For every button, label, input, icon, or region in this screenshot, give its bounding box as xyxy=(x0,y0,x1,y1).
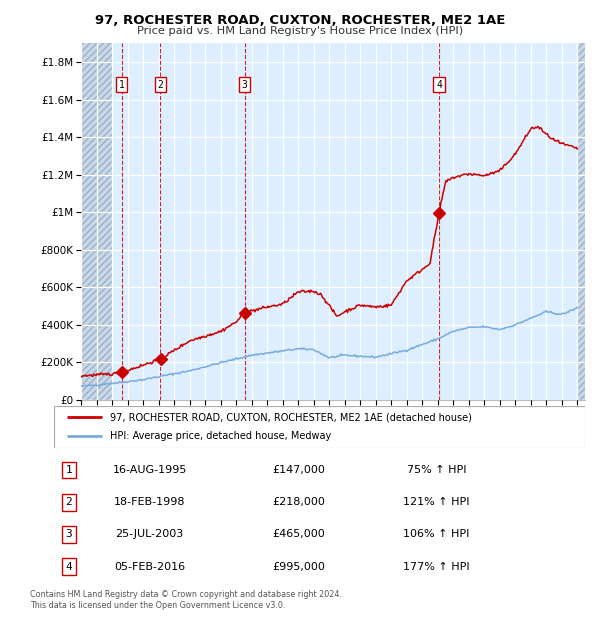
Text: 4: 4 xyxy=(436,80,442,90)
Text: 97, ROCHESTER ROAD, CUXTON, ROCHESTER, ME2 1AE (detached house): 97, ROCHESTER ROAD, CUXTON, ROCHESTER, M… xyxy=(110,412,472,422)
Text: £218,000: £218,000 xyxy=(272,497,325,507)
Text: 4: 4 xyxy=(65,562,72,572)
Text: 1: 1 xyxy=(119,80,125,90)
Text: 3: 3 xyxy=(65,529,72,539)
Text: 106% ↑ HPI: 106% ↑ HPI xyxy=(403,529,470,539)
Text: Price paid vs. HM Land Registry's House Price Index (HPI): Price paid vs. HM Land Registry's House … xyxy=(137,26,463,36)
Text: £147,000: £147,000 xyxy=(272,465,325,475)
Text: 177% ↑ HPI: 177% ↑ HPI xyxy=(403,562,470,572)
Text: 25-JUL-2003: 25-JUL-2003 xyxy=(115,529,184,539)
Text: 18-FEB-1998: 18-FEB-1998 xyxy=(114,497,185,507)
FancyBboxPatch shape xyxy=(54,406,585,448)
Text: 16-AUG-1995: 16-AUG-1995 xyxy=(112,465,187,475)
Bar xyxy=(577,43,585,400)
Text: 97, ROCHESTER ROAD, CUXTON, ROCHESTER, ME2 1AE: 97, ROCHESTER ROAD, CUXTON, ROCHESTER, M… xyxy=(95,14,505,27)
Text: 75% ↑ HPI: 75% ↑ HPI xyxy=(407,465,466,475)
Text: 05-FEB-2016: 05-FEB-2016 xyxy=(114,562,185,572)
Text: This data is licensed under the Open Government Licence v3.0.: This data is licensed under the Open Gov… xyxy=(30,601,286,611)
Text: £995,000: £995,000 xyxy=(272,562,325,572)
Text: Contains HM Land Registry data © Crown copyright and database right 2024.: Contains HM Land Registry data © Crown c… xyxy=(30,590,342,600)
Text: 3: 3 xyxy=(242,80,248,90)
Text: HPI: Average price, detached house, Medway: HPI: Average price, detached house, Medw… xyxy=(110,432,331,441)
Text: 121% ↑ HPI: 121% ↑ HPI xyxy=(403,497,470,507)
Text: 2: 2 xyxy=(65,497,72,507)
Bar xyxy=(81,43,112,400)
Text: 1: 1 xyxy=(65,465,72,475)
Text: £465,000: £465,000 xyxy=(272,529,325,539)
Text: 2: 2 xyxy=(157,80,163,90)
